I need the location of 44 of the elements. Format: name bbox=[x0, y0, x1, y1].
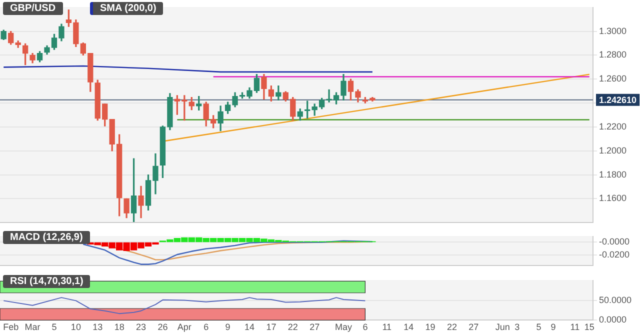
x-tick-label: 13 bbox=[92, 322, 103, 332]
x-tick-label: 10 bbox=[70, 322, 81, 332]
y-tick-label: 50.0000 bbox=[599, 295, 632, 306]
x-tick-label: 23 bbox=[136, 322, 146, 332]
x-tick-label: 19 bbox=[425, 322, 436, 332]
x-tick-label: 5 bbox=[52, 322, 57, 332]
x-tick-label: 9 bbox=[225, 322, 230, 332]
x-tick-label: 26 bbox=[158, 322, 168, 332]
x-tick-label: 11 bbox=[570, 322, 580, 332]
x-tick-label: 15 bbox=[584, 322, 594, 332]
x-tick-label: 3 bbox=[514, 322, 520, 332]
x-tick-label: 22 bbox=[446, 322, 457, 332]
y-tick-label: 1.1600 bbox=[599, 193, 627, 204]
y-tick-label: 1.2600 bbox=[599, 74, 627, 84]
x-tick-label: Feb bbox=[3, 322, 19, 332]
x-tick-label: 6 bbox=[362, 322, 368, 332]
x-tick-label: 5 bbox=[536, 322, 542, 332]
x-tick-label: 14 bbox=[404, 322, 414, 332]
chart-title: RSI (14,70,30,1) bbox=[3, 275, 90, 288]
x-tick-label: Apr bbox=[177, 322, 192, 332]
x-tick-label: 14 bbox=[244, 322, 254, 332]
y-tick-label: 0.0000 bbox=[599, 314, 627, 325]
y-tick-label: -0.0200 bbox=[599, 250, 630, 260]
x-tick-label: 27 bbox=[310, 322, 320, 332]
x-tick-label: May bbox=[335, 322, 352, 332]
y-tick-label: -0.0000 bbox=[599, 236, 630, 247]
legend-label: SMA (200,0) bbox=[90, 2, 164, 15]
y-tick-label: 1.3000 bbox=[599, 26, 627, 36]
chart-title: MACD (12,26,9) bbox=[3, 231, 90, 244]
ref-line-label: 1.242610 bbox=[599, 94, 637, 105]
x-tick-label: 22 bbox=[288, 322, 298, 332]
x-tick-label: 11 bbox=[382, 322, 392, 332]
y-tick-label: 1.1800 bbox=[599, 169, 627, 180]
x-tick-label: 6 bbox=[204, 322, 209, 332]
y-tick-label: 1.2200 bbox=[599, 121, 627, 132]
x-tick-label: 18 bbox=[114, 322, 124, 332]
x-tick-label: Mar bbox=[24, 322, 40, 332]
x-tick-label: Jun bbox=[495, 322, 510, 332]
y-tick-label: 1.2000 bbox=[599, 145, 627, 156]
x-tick-label: 9 bbox=[550, 322, 556, 332]
chart-title: GBP/USD bbox=[3, 2, 63, 15]
y-tick-label: 1.2800 bbox=[599, 50, 627, 60]
x-tick-label: 27 bbox=[468, 322, 479, 332]
x-tick-label: 17 bbox=[266, 322, 276, 332]
